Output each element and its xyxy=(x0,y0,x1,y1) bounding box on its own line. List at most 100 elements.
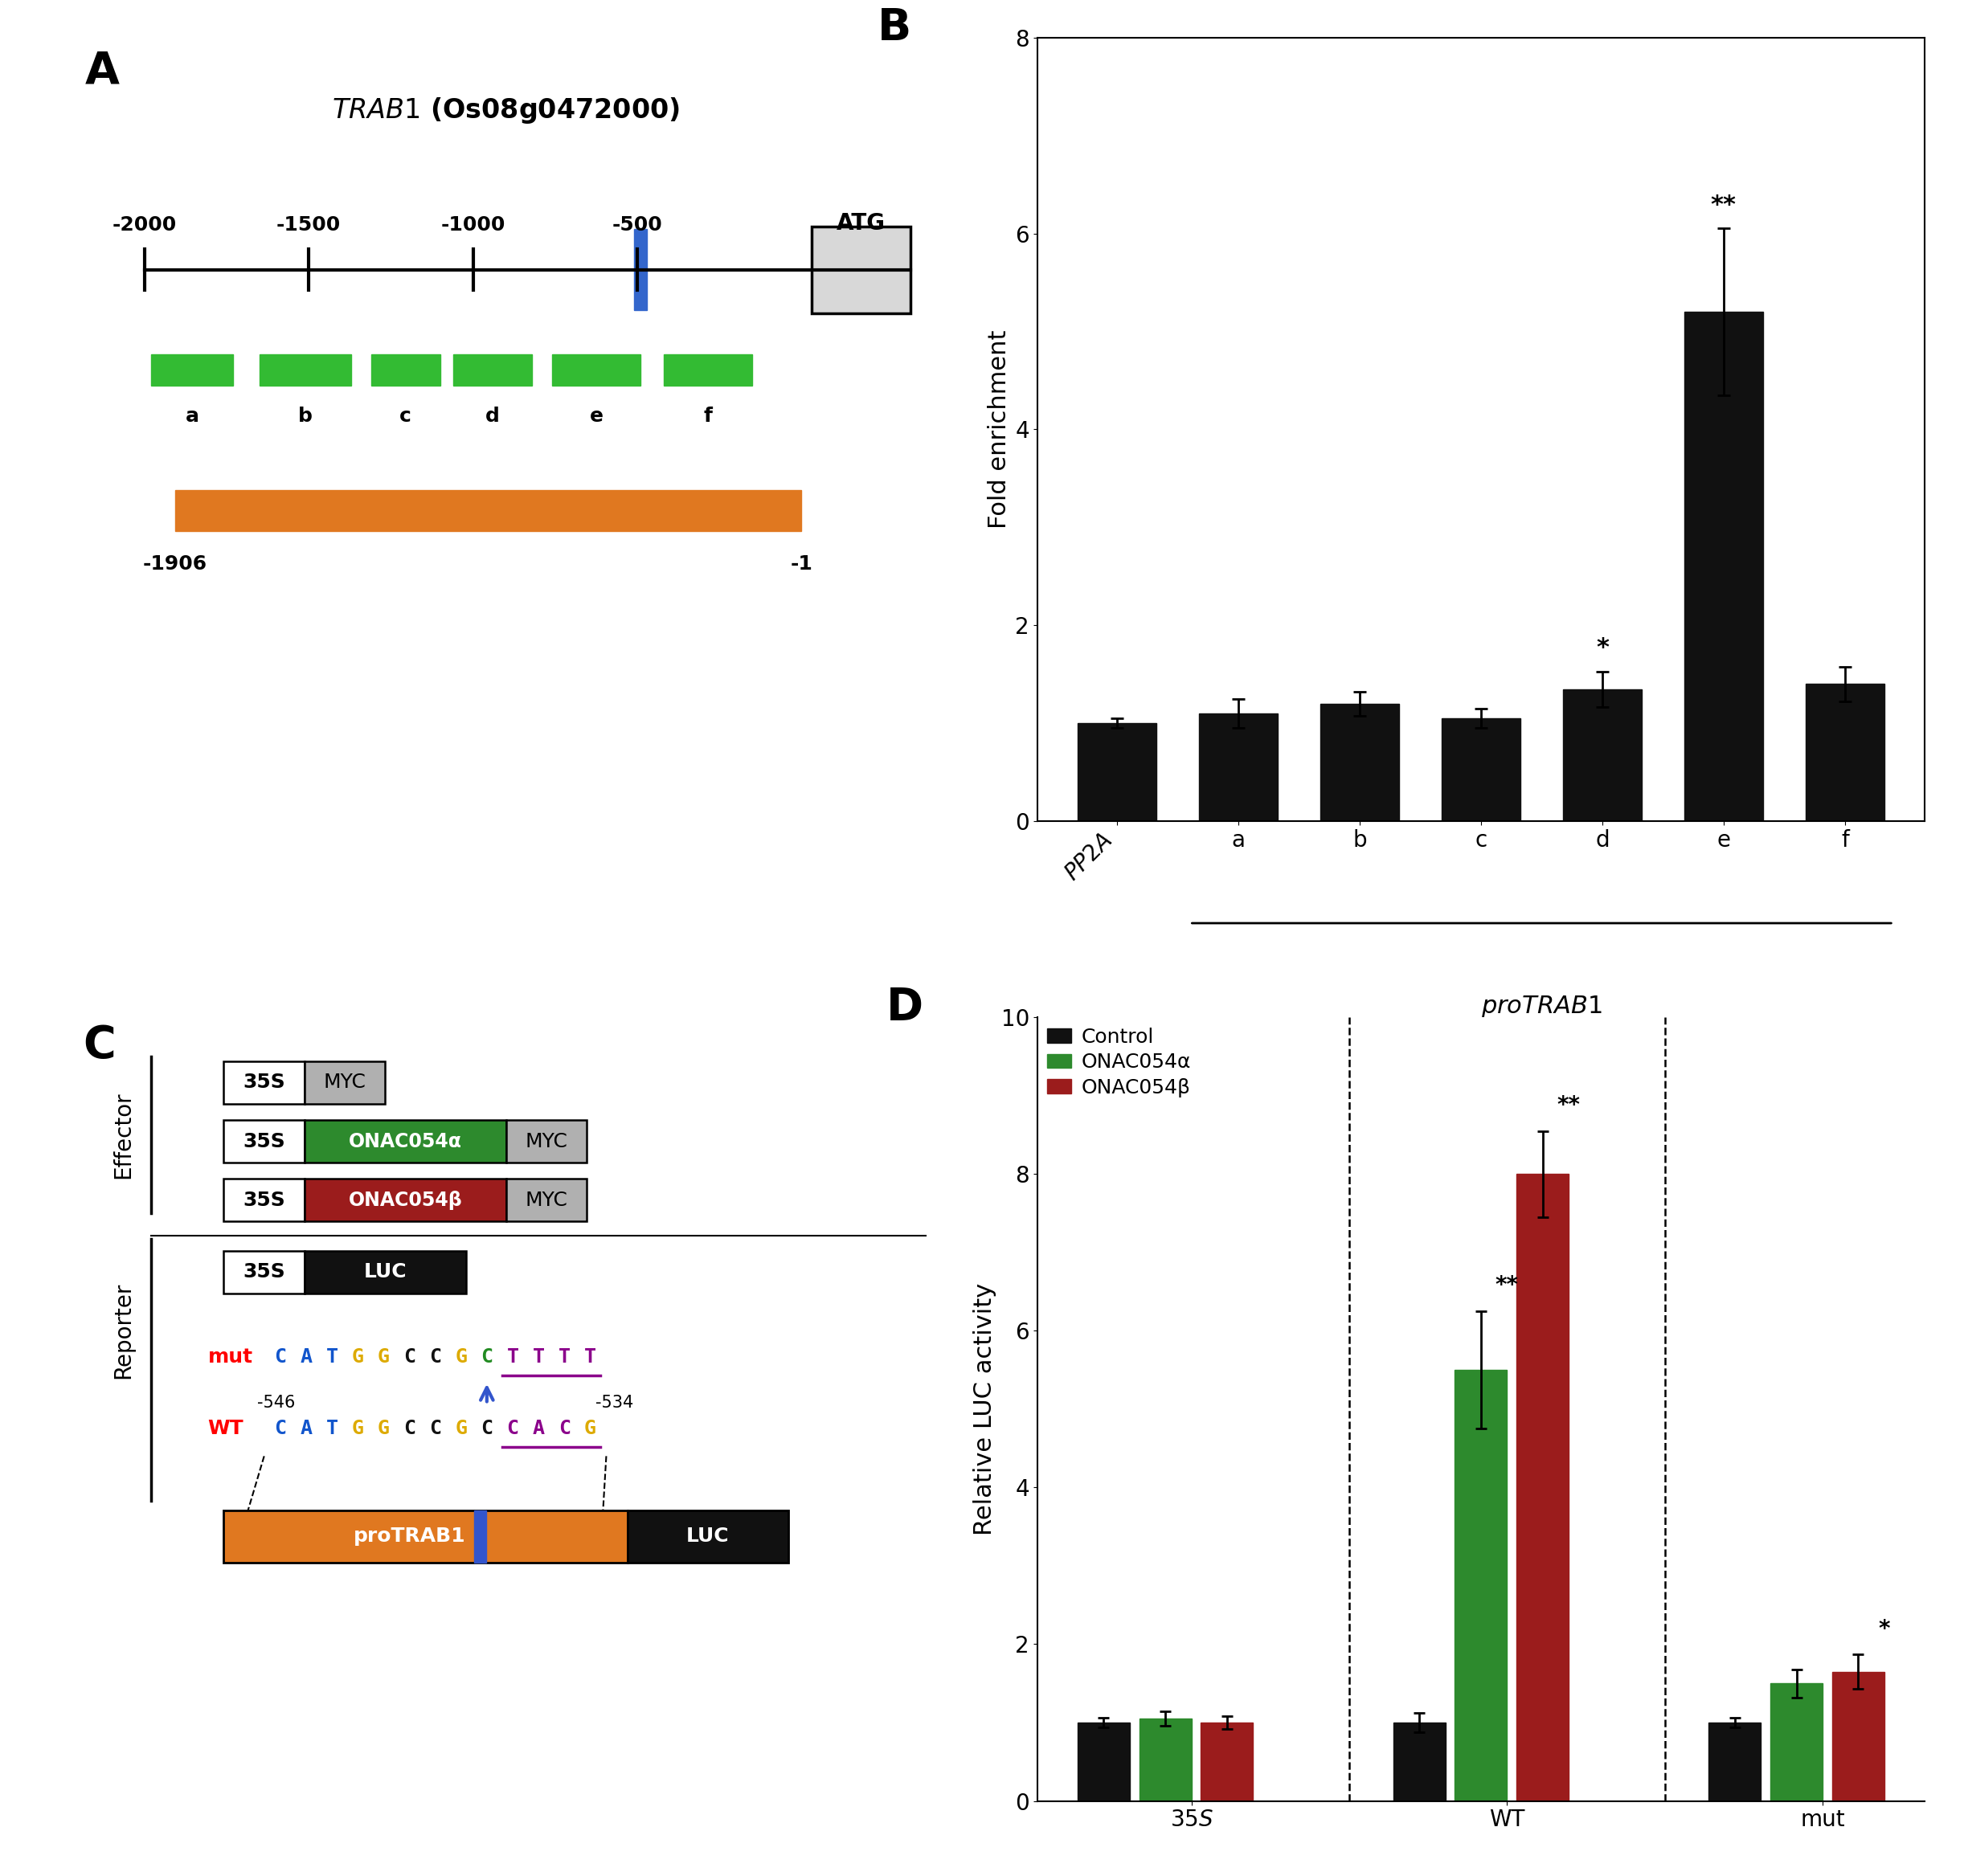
Text: c: c xyxy=(399,407,412,426)
Text: A: A xyxy=(84,49,120,92)
Text: T: T xyxy=(583,1347,597,1366)
Text: -1500: -1500 xyxy=(277,216,342,234)
Text: A: A xyxy=(300,1418,312,1439)
Text: **: ** xyxy=(1495,1274,1518,1296)
FancyBboxPatch shape xyxy=(224,1062,304,1103)
Text: C: C xyxy=(275,1418,287,1439)
Text: -2000: -2000 xyxy=(112,216,177,234)
FancyBboxPatch shape xyxy=(224,1120,304,1163)
Text: ONAC054β: ONAC054β xyxy=(348,1191,462,1210)
Text: Effector: Effector xyxy=(112,1092,134,1178)
Bar xyxy=(1442,719,1520,822)
Bar xyxy=(1139,1718,1192,1801)
Text: C: C xyxy=(507,1418,518,1439)
Y-axis label: Relative LUC activity: Relative LUC activity xyxy=(972,1283,996,1535)
Text: G: G xyxy=(456,1347,467,1366)
Text: -1: -1 xyxy=(790,553,813,574)
FancyBboxPatch shape xyxy=(151,355,234,386)
FancyBboxPatch shape xyxy=(811,227,909,313)
Text: C: C xyxy=(481,1347,493,1366)
Text: G: G xyxy=(583,1418,597,1439)
Bar xyxy=(1709,1722,1762,1801)
Text: *: * xyxy=(1878,1617,1889,1640)
Text: -1906: -1906 xyxy=(143,553,208,574)
Bar xyxy=(1563,688,1642,822)
Bar xyxy=(1805,685,1883,822)
Text: **: ** xyxy=(1557,1094,1581,1116)
FancyBboxPatch shape xyxy=(224,1510,627,1563)
Text: -500: -500 xyxy=(613,216,662,234)
Bar xyxy=(1832,1672,1883,1801)
Text: C: C xyxy=(481,1418,493,1439)
FancyBboxPatch shape xyxy=(371,355,440,386)
Text: a: a xyxy=(185,407,198,426)
Text: $\it{proTRAB1}$: $\it{proTRAB1}$ xyxy=(1481,994,1603,1019)
FancyBboxPatch shape xyxy=(473,1510,485,1563)
Text: B: B xyxy=(878,6,911,49)
FancyBboxPatch shape xyxy=(634,229,648,310)
Text: *: * xyxy=(1597,636,1609,660)
Text: T: T xyxy=(558,1347,570,1366)
Text: T: T xyxy=(326,1347,338,1366)
FancyBboxPatch shape xyxy=(304,1062,385,1103)
Text: -534: -534 xyxy=(595,1394,632,1411)
Text: G: G xyxy=(352,1418,363,1439)
FancyBboxPatch shape xyxy=(224,1178,304,1221)
Text: 35S: 35S xyxy=(244,1131,285,1152)
FancyBboxPatch shape xyxy=(507,1178,587,1221)
Legend: Control, ONAC054α, ONAC054β: Control, ONAC054α, ONAC054β xyxy=(1047,1028,1190,1097)
Text: G: G xyxy=(352,1347,363,1366)
FancyBboxPatch shape xyxy=(304,1178,507,1221)
Bar xyxy=(1685,311,1764,822)
Text: C: C xyxy=(82,1024,116,1067)
Bar xyxy=(1516,1174,1569,1801)
Text: d: d xyxy=(485,407,501,426)
Text: -1000: -1000 xyxy=(440,216,505,234)
FancyBboxPatch shape xyxy=(304,1120,507,1163)
Text: T: T xyxy=(507,1347,518,1366)
FancyBboxPatch shape xyxy=(175,490,801,531)
Text: proTRAB1: proTRAB1 xyxy=(354,1527,465,1546)
Bar xyxy=(1200,1722,1253,1801)
Text: C: C xyxy=(430,1347,442,1366)
Text: MYC: MYC xyxy=(524,1191,568,1210)
Bar xyxy=(1392,1722,1446,1801)
Text: C: C xyxy=(275,1347,287,1366)
Text: A: A xyxy=(532,1418,544,1439)
Text: Reporter: Reporter xyxy=(112,1283,134,1379)
FancyBboxPatch shape xyxy=(224,1251,304,1293)
Bar xyxy=(1770,1683,1823,1801)
Text: WT: WT xyxy=(208,1418,244,1439)
Text: D: D xyxy=(886,987,923,1030)
Bar xyxy=(1078,724,1157,822)
Text: 35S: 35S xyxy=(244,1191,285,1210)
Text: 35S: 35S xyxy=(244,1073,285,1092)
Text: MYC: MYC xyxy=(524,1131,568,1152)
Text: b: b xyxy=(299,407,312,426)
Text: G: G xyxy=(377,1347,389,1366)
Text: $\it{TRAB1}$ (Os08g0472000): $\it{TRAB1}$ (Os08g0472000) xyxy=(332,96,680,126)
Bar xyxy=(1198,713,1279,822)
Text: **: ** xyxy=(1711,193,1736,218)
Text: T: T xyxy=(326,1418,338,1439)
Text: LUC: LUC xyxy=(363,1263,407,1281)
Text: C: C xyxy=(558,1418,570,1439)
FancyBboxPatch shape xyxy=(627,1510,790,1563)
Text: C: C xyxy=(430,1418,442,1439)
Text: T: T xyxy=(532,1347,544,1366)
Y-axis label: Fold enrichment: Fold enrichment xyxy=(988,330,1011,529)
FancyBboxPatch shape xyxy=(664,355,752,386)
Text: G: G xyxy=(377,1418,389,1439)
FancyBboxPatch shape xyxy=(552,355,640,386)
Bar xyxy=(1078,1722,1129,1801)
Bar xyxy=(1455,1369,1506,1801)
Text: MYC: MYC xyxy=(324,1073,365,1092)
Bar xyxy=(1320,704,1398,822)
Text: e: e xyxy=(589,407,603,426)
Text: -546: -546 xyxy=(257,1394,295,1411)
FancyBboxPatch shape xyxy=(259,355,352,386)
FancyBboxPatch shape xyxy=(454,355,532,386)
FancyBboxPatch shape xyxy=(304,1251,465,1293)
Text: LUC: LUC xyxy=(685,1527,729,1546)
Text: C: C xyxy=(403,1347,416,1366)
